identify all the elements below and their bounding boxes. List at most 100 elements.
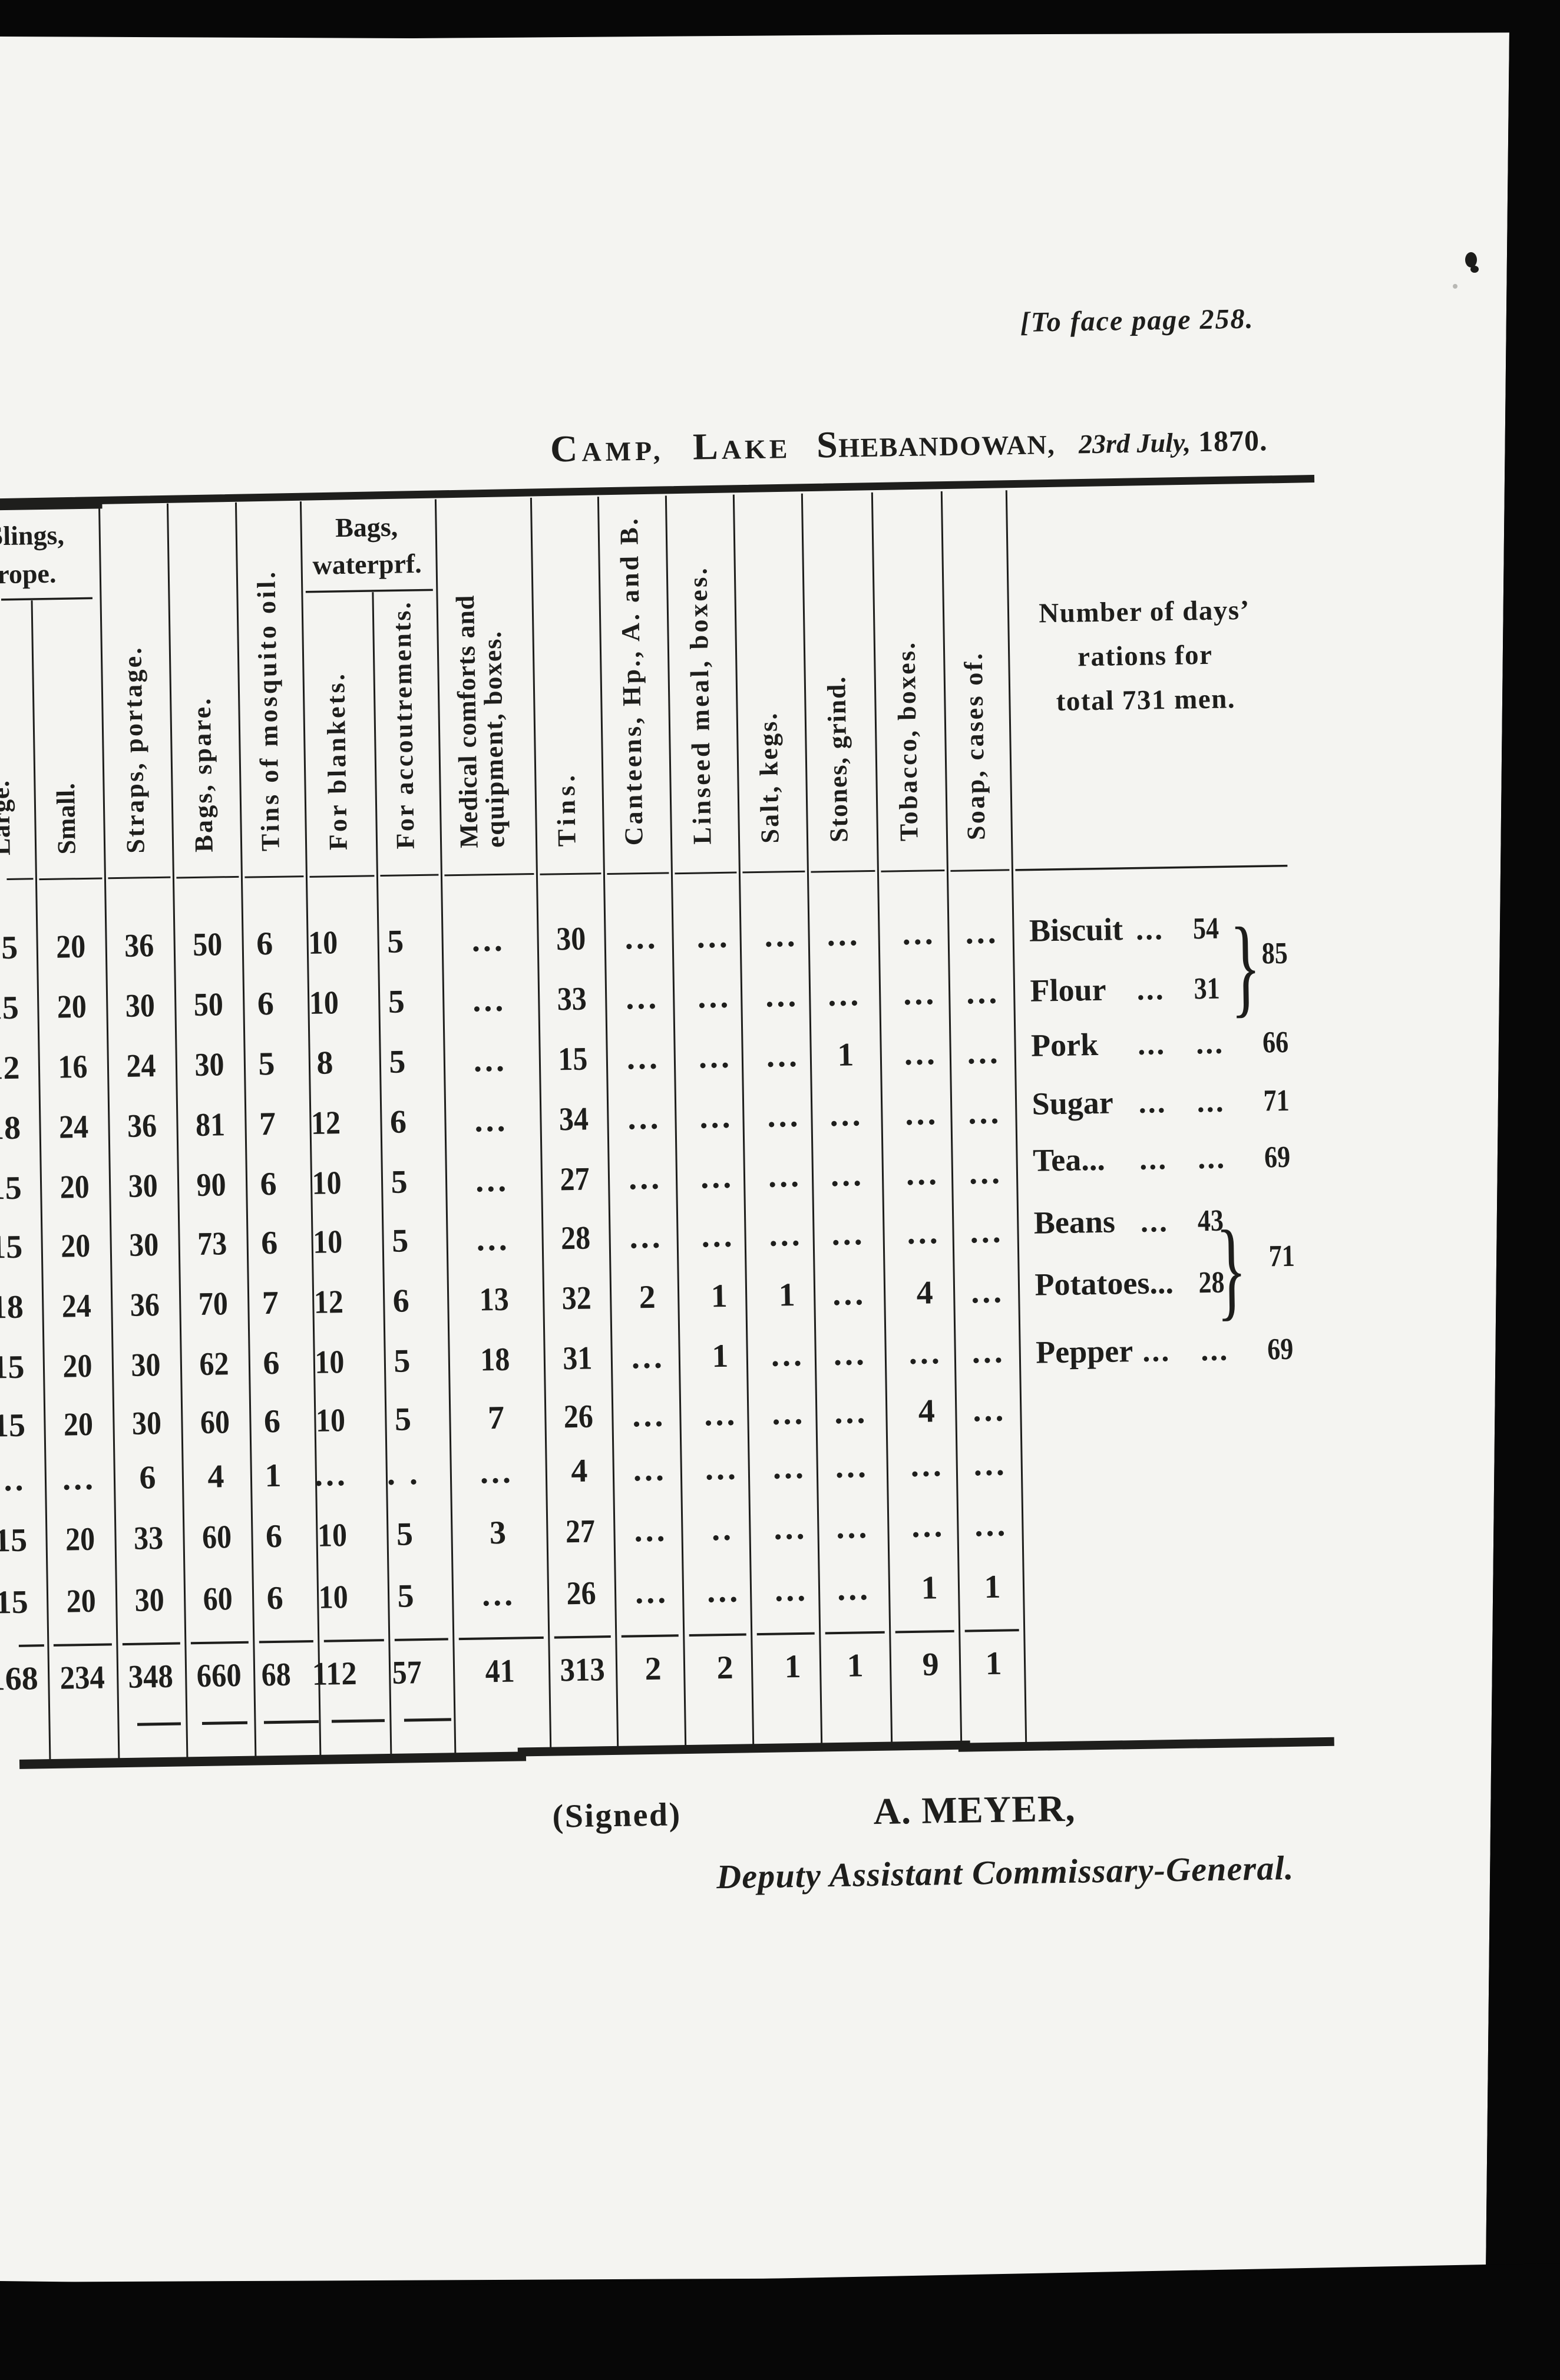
svg-text:6: 6 bbox=[266, 1580, 283, 1617]
svg-text:31: 31 bbox=[1194, 972, 1220, 1006]
svg-text:2: 2 bbox=[645, 1651, 662, 1687]
svg-text:20: 20 bbox=[60, 1169, 90, 1206]
svg-text:30: 30 bbox=[125, 987, 155, 1024]
svg-text:equipment, boxes.: equipment, boxes. bbox=[478, 631, 510, 848]
svg-text:...: ... bbox=[903, 975, 937, 1012]
svg-text:...: ... bbox=[829, 1096, 864, 1133]
svg-text:Beans: Beans bbox=[1033, 1204, 1115, 1241]
svg-text:...: ... bbox=[764, 917, 798, 954]
svg-text:6: 6 bbox=[256, 925, 273, 962]
svg-text:10: 10 bbox=[315, 1402, 345, 1439]
svg-text:30: 30 bbox=[128, 1168, 158, 1205]
svg-text:1: 1 bbox=[784, 1648, 801, 1685]
svg-text:Soap, cases of.: Soap, cases of. bbox=[959, 653, 991, 841]
svg-text:16: 16 bbox=[58, 1049, 88, 1086]
svg-text:...: ... bbox=[698, 979, 732, 1016]
svg-text:...: ... bbox=[833, 1336, 867, 1373]
svg-text:...: ... bbox=[767, 1098, 801, 1135]
svg-text:69: 69 bbox=[1267, 1333, 1294, 1367]
svg-text:Pepper: Pepper bbox=[1036, 1333, 1133, 1370]
svg-text:1: 1 bbox=[837, 1036, 854, 1073]
svg-text:Potatoes...: Potatoes... bbox=[1035, 1265, 1174, 1303]
svg-text:...: ... bbox=[772, 1395, 806, 1432]
svg-text:15: 15 bbox=[0, 1170, 22, 1207]
svg-text:36: 36 bbox=[124, 927, 154, 964]
svg-text:73: 73 bbox=[197, 1225, 227, 1262]
svg-text:5: 5 bbox=[258, 1046, 275, 1082]
svg-text:Medical comforts and: Medical comforts and bbox=[451, 594, 484, 848]
svg-text:71: 71 bbox=[1263, 1084, 1290, 1118]
svg-text:...: ... bbox=[772, 1449, 807, 1486]
svg-text:1: 1 bbox=[265, 1457, 282, 1494]
svg-text:...: ... bbox=[629, 1219, 663, 1256]
svg-text:6: 6 bbox=[390, 1103, 407, 1140]
svg-text:12: 12 bbox=[313, 1284, 343, 1321]
svg-text:5: 5 bbox=[396, 1516, 414, 1552]
svg-text:...: ... bbox=[835, 1448, 869, 1485]
svg-text:...: ... bbox=[635, 1574, 669, 1611]
svg-text:10: 10 bbox=[313, 1224, 343, 1261]
svg-text:...: ... bbox=[910, 1447, 944, 1484]
svg-text:18: 18 bbox=[0, 1110, 21, 1147]
svg-text:5: 5 bbox=[397, 1578, 414, 1614]
svg-text:...: ... bbox=[701, 1218, 735, 1255]
svg-text:15: 15 bbox=[0, 1522, 28, 1559]
svg-text:24: 24 bbox=[61, 1288, 91, 1325]
svg-text:}: } bbox=[1229, 905, 1261, 1028]
svg-text:1: 1 bbox=[847, 1647, 864, 1684]
svg-text:...: ... bbox=[827, 916, 861, 953]
svg-text:6: 6 bbox=[257, 986, 274, 1022]
svg-text:30: 30 bbox=[134, 1582, 164, 1619]
svg-text:...: ... bbox=[474, 1102, 508, 1139]
svg-text:313: 313 bbox=[560, 1651, 605, 1688]
svg-text:60: 60 bbox=[200, 1404, 230, 1441]
svg-text:...: ... bbox=[1136, 913, 1165, 947]
svg-text:...: ... bbox=[626, 980, 660, 1017]
svg-text:...: ... bbox=[965, 914, 999, 951]
svg-text:5: 5 bbox=[388, 983, 405, 1020]
svg-text:28: 28 bbox=[1198, 1266, 1225, 1300]
svg-text:}: } bbox=[1215, 1208, 1247, 1331]
svg-text:9: 9 bbox=[922, 1646, 939, 1682]
svg-text:4: 4 bbox=[916, 1274, 933, 1311]
svg-text:20: 20 bbox=[56, 928, 86, 966]
svg-text:36: 36 bbox=[130, 1287, 160, 1324]
svg-text:15: 15 bbox=[0, 1584, 28, 1621]
svg-text:1: 1 bbox=[778, 1277, 795, 1313]
svg-text:5: 5 bbox=[389, 1043, 406, 1080]
svg-text:Pork: Pork bbox=[1031, 1027, 1099, 1063]
svg-text:...: ... bbox=[966, 974, 1000, 1012]
svg-text:...: ... bbox=[973, 1446, 1007, 1483]
svg-text:...: ... bbox=[771, 1337, 805, 1374]
svg-text:...: ... bbox=[905, 1095, 939, 1132]
svg-text:...: ... bbox=[1136, 973, 1165, 1007]
svg-text:...: ... bbox=[969, 1155, 1003, 1192]
svg-text:...: ... bbox=[908, 1334, 943, 1371]
svg-text:660: 660 bbox=[196, 1657, 242, 1694]
svg-text:68: 68 bbox=[261, 1657, 291, 1694]
svg-text:27: 27 bbox=[565, 1513, 595, 1550]
svg-text:...: ... bbox=[765, 977, 799, 1014]
svg-text:...: ... bbox=[1140, 1205, 1169, 1239]
svg-text:Salt, kegs.: Salt, kegs. bbox=[753, 712, 784, 844]
svg-text:...: ... bbox=[967, 1034, 1001, 1072]
svg-text:...: ... bbox=[974, 1506, 1009, 1543]
svg-text:..: .. bbox=[711, 1511, 734, 1548]
svg-text:...: ... bbox=[632, 1397, 666, 1434]
svg-text:15: 15 bbox=[0, 1407, 25, 1444]
svg-text:31: 31 bbox=[563, 1340, 593, 1377]
svg-text:...: ... bbox=[837, 1571, 871, 1608]
svg-text:...: ... bbox=[906, 1155, 940, 1192]
svg-text:6: 6 bbox=[260, 1166, 277, 1202]
svg-text:20: 20 bbox=[61, 1228, 91, 1265]
svg-text:30: 30 bbox=[556, 921, 586, 958]
svg-text:Tea...: Tea... bbox=[1033, 1142, 1105, 1178]
svg-text:71: 71 bbox=[1268, 1239, 1295, 1274]
svg-text:Tins.: Tins. bbox=[551, 775, 581, 847]
svg-text:...: ... bbox=[973, 1391, 1007, 1429]
svg-text:. .: . . bbox=[386, 1455, 421, 1492]
svg-text:62: 62 bbox=[199, 1346, 229, 1383]
svg-text:43: 43 bbox=[1197, 1204, 1224, 1238]
svg-text:30: 30 bbox=[132, 1405, 162, 1442]
svg-text:41: 41 bbox=[485, 1653, 515, 1690]
